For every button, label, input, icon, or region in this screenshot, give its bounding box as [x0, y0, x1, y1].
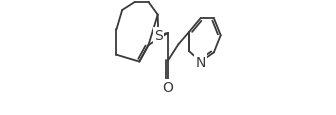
Text: O: O — [163, 80, 173, 94]
Text: S: S — [154, 29, 163, 43]
Text: N: N — [196, 55, 206, 69]
